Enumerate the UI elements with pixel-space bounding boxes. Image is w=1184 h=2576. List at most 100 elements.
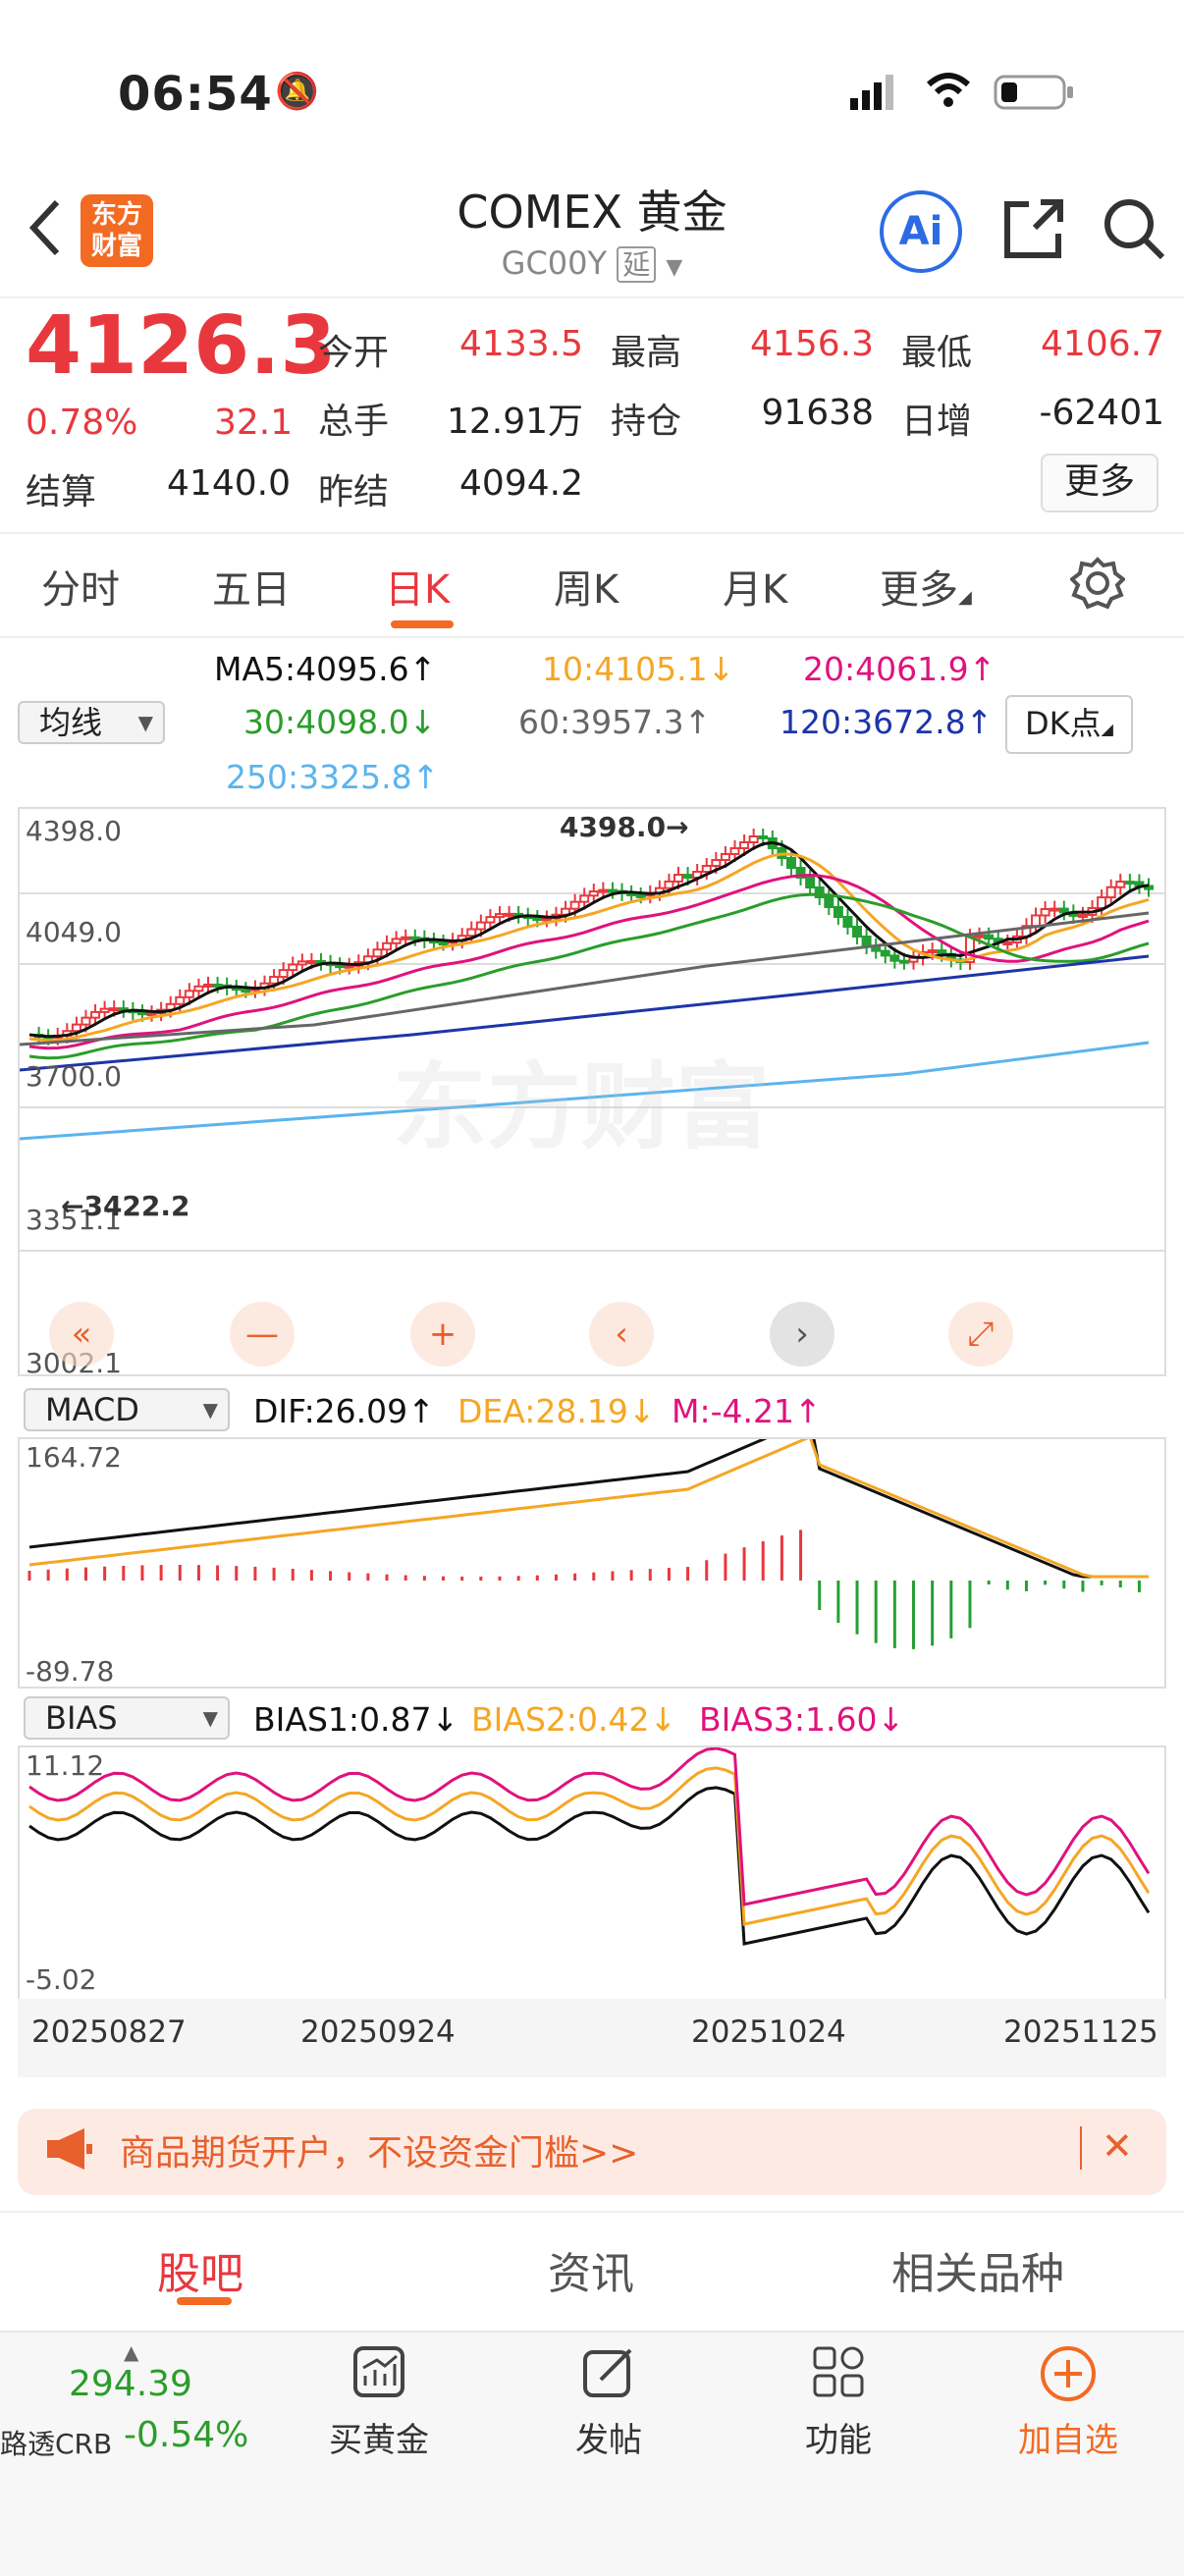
chart-icon xyxy=(281,2344,477,2413)
scroll-right-button[interactable]: › xyxy=(770,1302,834,1367)
kline-chart[interactable] xyxy=(18,807,1166,1376)
ma60-value: 60:3957.3↑ xyxy=(518,703,712,741)
y-axis-label: 3700.0 xyxy=(26,1060,122,1093)
candle-body xyxy=(880,949,890,957)
back-icon[interactable] xyxy=(26,196,65,263)
daily-change-value: -62401 xyxy=(1039,393,1164,433)
high-marker-value: 4398.0 xyxy=(560,811,667,843)
candle-body xyxy=(494,913,505,919)
macd-chart[interactable] xyxy=(18,1437,1166,1689)
zoom-in-button[interactable]: + xyxy=(410,1302,475,1367)
candle-body xyxy=(898,959,909,964)
bias-dropdown[interactable]: BIAS ▼ xyxy=(24,1696,230,1740)
promo-text: 商品期货开户，不设资金门槛>> xyxy=(120,2133,639,2174)
tab-intraday[interactable]: 分时 xyxy=(41,567,120,613)
candle-body xyxy=(409,936,420,940)
ma10-value: 10:4105.1↓ xyxy=(542,650,735,688)
macd-dropdown[interactable]: MACD ▼ xyxy=(24,1388,230,1431)
zoom-out-button[interactable]: — xyxy=(230,1302,295,1367)
buy-gold-button[interactable]: 买黄金 xyxy=(281,2344,477,2461)
candle-body xyxy=(475,921,486,931)
candle-body xyxy=(1115,881,1126,888)
candle-body xyxy=(814,886,825,898)
promo-banner[interactable] xyxy=(18,2109,1166,2195)
candle-body xyxy=(136,1011,147,1016)
candle-body xyxy=(99,1007,110,1013)
date-axis xyxy=(18,1999,1166,2077)
ticker-value[interactable]: 294.39 xyxy=(69,2364,192,2404)
candle-body xyxy=(485,916,496,924)
divider xyxy=(1080,2126,1082,2170)
volume-value: 12.91万 xyxy=(446,402,583,442)
edit-icon xyxy=(511,2344,707,2413)
candle-body xyxy=(635,893,646,898)
candle-body xyxy=(81,1016,91,1026)
bias1-line xyxy=(28,1786,1151,1946)
candle-body xyxy=(109,1007,120,1012)
open-interest-value: 91638 xyxy=(761,393,874,433)
bias3-value: BIAS3:1.60↓ xyxy=(699,1700,905,1739)
dk-point-label: DK点 xyxy=(1025,705,1102,742)
scroll-left-fast-button[interactable]: « xyxy=(49,1302,114,1367)
candle-body xyxy=(241,989,251,993)
candle-body xyxy=(861,936,872,947)
tab-related[interactable]: 相关品种 xyxy=(891,2249,1064,2299)
candle-body xyxy=(541,917,552,922)
app-logo: 东方财富 xyxy=(81,194,153,267)
close-icon[interactable]: ✕ xyxy=(1102,2124,1133,2168)
settle-label: 结算 xyxy=(26,472,97,512)
candle-body xyxy=(588,890,599,897)
add-watchlist-button[interactable]: 加自选 xyxy=(970,2344,1166,2461)
share-icon[interactable] xyxy=(999,194,1068,267)
tab-five-day[interactable]: 五日 xyxy=(212,567,291,613)
candle-body xyxy=(1097,896,1107,909)
date-label: 20251024 xyxy=(691,2014,846,2050)
bias1-value: BIAS1:0.87↓ xyxy=(253,1700,459,1739)
ma60-line xyxy=(20,911,1150,1046)
candle-body xyxy=(579,894,590,903)
delay-badge: 延 xyxy=(617,246,657,283)
settings-gear-icon[interactable] xyxy=(1068,556,1127,615)
dif-line xyxy=(28,1439,1149,1579)
date-label: 20250827 xyxy=(31,2014,187,2050)
candle-body xyxy=(146,1012,157,1017)
code-row[interactable]: GC00Y 延 ▼ xyxy=(0,243,1184,283)
search-icon[interactable] xyxy=(1100,194,1168,267)
candle-body xyxy=(203,983,214,988)
candle-body xyxy=(758,835,769,839)
tab-more[interactable]: 更多◢ xyxy=(880,558,972,615)
candle-body xyxy=(288,963,298,972)
y-axis-label: 3351.1 xyxy=(26,1204,122,1236)
candle-body xyxy=(532,917,543,922)
ma-dropdown[interactable]: 均线 ▼ xyxy=(18,701,165,744)
low-label: 最低 xyxy=(901,333,973,373)
scroll-left-button[interactable]: ‹ xyxy=(589,1302,654,1367)
tab-monthly-k[interactable]: 月K xyxy=(723,567,788,613)
more-button[interactable]: 更多 xyxy=(1041,454,1158,512)
tab-daily-k[interactable]: 日K xyxy=(385,567,451,613)
dk-point-button[interactable]: DK点◢ xyxy=(1005,695,1133,754)
low-marker-value: 3422.2 xyxy=(83,1190,190,1222)
tab-weekly-k[interactable]: 周K xyxy=(554,567,619,613)
tab-forum[interactable]: 股吧 xyxy=(157,2249,243,2299)
candle-body xyxy=(748,835,759,843)
candle-body xyxy=(1077,913,1088,918)
ticker-name: 路透CRB xyxy=(0,2428,113,2460)
ai-button[interactable]: Ai xyxy=(880,190,962,273)
candle-body xyxy=(889,954,900,962)
ticker-change: -0.54% xyxy=(124,2415,249,2455)
tab-news[interactable]: 资讯 xyxy=(548,2249,634,2299)
fullscreen-button[interactable]: ⤢ xyxy=(948,1302,1013,1367)
functions-button[interactable]: 功能 xyxy=(740,2344,937,2461)
post-button[interactable]: 发帖 xyxy=(511,2344,707,2461)
bias-y-top: 11.12 xyxy=(26,1749,105,1782)
ma20-value: 20:4061.9↑ xyxy=(803,650,996,688)
macd-dropdown-label: MACD xyxy=(45,1391,139,1428)
divider xyxy=(0,636,1184,638)
change-pct: 0.78% xyxy=(26,402,138,443)
ma250-value: 250:3325.8↑ xyxy=(226,758,440,796)
high-value: 4156.3 xyxy=(750,324,874,364)
candle-body xyxy=(673,874,684,883)
bias-dropdown-label: BIAS xyxy=(45,1699,118,1737)
bias-chart[interactable] xyxy=(18,1745,1166,2001)
